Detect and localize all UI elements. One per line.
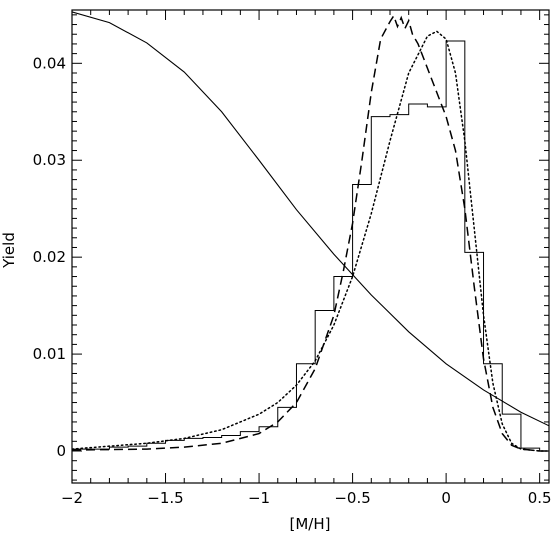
y-tick-label: 0.02 — [33, 248, 66, 266]
y-axis: 0 0.01 0.02 0.03 0.04 — [33, 14, 549, 481]
plot-frame — [71, 9, 550, 484]
y-tick-label: 0.03 — [33, 151, 66, 169]
x-tick-label: −1 — [248, 489, 270, 507]
series-step-line — [72, 40, 549, 452]
x-tick-label: −2 — [61, 489, 83, 507]
x-axis: −2 −1.5 −1 −0.5 0 0.5 — [61, 10, 552, 507]
y-tick-label: 0.04 — [33, 54, 66, 72]
series-dotted-line — [72, 30, 549, 452]
y-axis-label: Yield — [0, 232, 18, 269]
x-tick-label: 0 — [441, 489, 451, 507]
x-tick-label: −1.5 — [147, 489, 183, 507]
x-axis-label: [M/H] — [290, 515, 331, 533]
series-solid-line — [72, 11, 549, 427]
plot-curves — [72, 11, 549, 452]
y-tick-label: 0 — [56, 442, 66, 460]
x-tick-label: 0.5 — [528, 489, 552, 507]
y-tick-label: 0.01 — [33, 345, 66, 363]
series-dashed-line — [72, 14, 549, 452]
x-tick-label: −0.5 — [334, 489, 370, 507]
